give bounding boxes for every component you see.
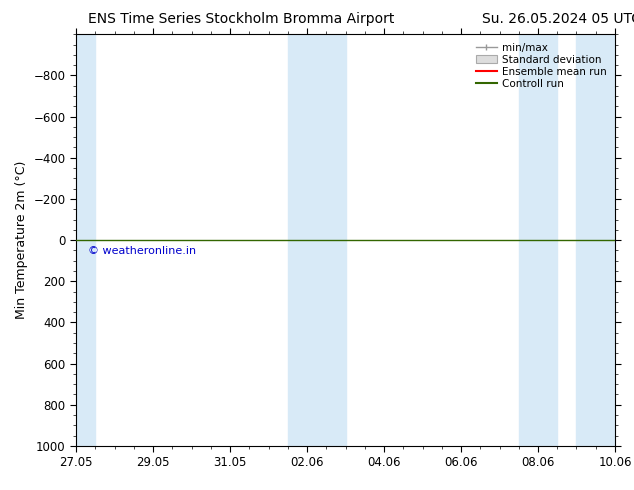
Bar <box>519 34 557 446</box>
Legend: min/max, Standard deviation, Ensemble mean run, Controll run: min/max, Standard deviation, Ensemble me… <box>473 40 610 92</box>
Bar <box>76 34 95 446</box>
Text: ENS Time Series Stockholm Bromma Airport: ENS Time Series Stockholm Bromma Airport <box>87 12 394 26</box>
Y-axis label: Min Temperature 2m (°C): Min Temperature 2m (°C) <box>15 161 28 319</box>
Bar <box>576 34 615 446</box>
Bar <box>288 34 346 446</box>
Text: Su. 26.05.2024 05 UTC: Su. 26.05.2024 05 UTC <box>482 12 634 26</box>
Text: © weatheronline.in: © weatheronline.in <box>87 246 196 256</box>
